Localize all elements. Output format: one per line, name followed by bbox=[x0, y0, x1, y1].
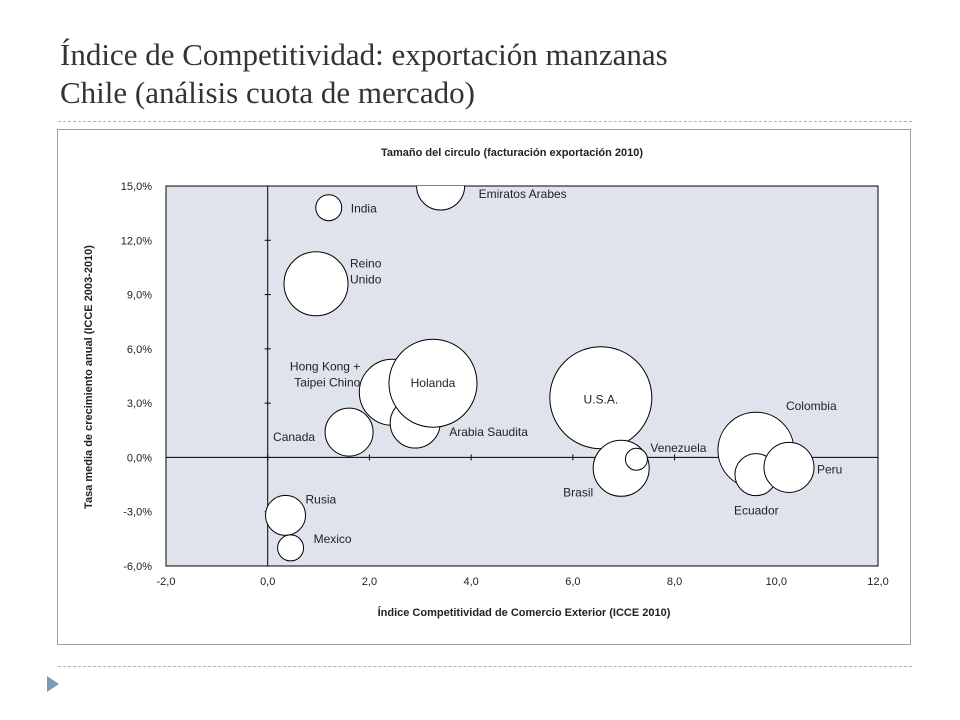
bubble-point bbox=[265, 494, 307, 536]
title-divider bbox=[58, 121, 912, 122]
bubble-label: Holanda bbox=[411, 376, 456, 390]
plot-layer: -6,0% -3,0% 0,0% 3,0% 6,0% 9,0% 12,0% 15,0% -2,0… bbox=[121, 181, 889, 588]
y-axis-title: Tasa media de crecimiento anual (ICCE 20… bbox=[83, 245, 95, 509]
bubble-label-line: Reino bbox=[350, 257, 382, 271]
y-tick-label: -3,0% bbox=[123, 507, 152, 519]
slide-title-line-1: Índice de Competitividad: exportación ma… bbox=[60, 37, 668, 72]
bubble-point bbox=[388, 338, 478, 428]
bubble-label-group: Emiratos Arabes India Reino Unido Hong Kong … bbox=[273, 187, 842, 546]
x-tick-label: 10,0 bbox=[766, 576, 787, 588]
bubble-point bbox=[324, 407, 374, 457]
bubble-group bbox=[265, 186, 815, 562]
y-tick-label: 3,0% bbox=[127, 398, 152, 410]
y-tick-label: 15,0% bbox=[121, 181, 152, 193]
y-tick-label: 9,0% bbox=[127, 290, 152, 302]
y-tick-label: 12,0% bbox=[121, 235, 152, 247]
bubble-point bbox=[283, 251, 349, 317]
bubble-point bbox=[416, 186, 466, 211]
y-tick-label: -6,0% bbox=[123, 561, 152, 573]
x-tick-label: -2,0 bbox=[157, 576, 176, 588]
bubble-label: Peru bbox=[817, 462, 842, 476]
bubble-label: Arabia Saudita bbox=[449, 425, 528, 439]
bubble-label: India bbox=[351, 202, 377, 216]
x-axis-title: Índice Competitividad de Comercio Exteri… bbox=[378, 606, 671, 619]
bubble-label: Ecuador bbox=[734, 504, 779, 518]
footer-divider bbox=[58, 666, 912, 667]
bubble-point bbox=[763, 441, 815, 493]
x-tick-label: 2,0 bbox=[362, 576, 377, 588]
x-tick-label: 6,0 bbox=[565, 576, 580, 588]
x-tick-label: 8,0 bbox=[667, 576, 682, 588]
x-tick-label: 12,0 bbox=[867, 576, 888, 588]
bubble-point bbox=[277, 534, 305, 562]
bubble-point bbox=[624, 447, 648, 471]
bullet-arrow-icon bbox=[47, 676, 59, 692]
bubble-label-line: Unido bbox=[350, 273, 382, 287]
x-tick-label: 0,0 bbox=[260, 576, 275, 588]
slide-title-line-2: Chile (análisis cuota de mercado) bbox=[60, 75, 475, 110]
bubble-label: U.S.A. bbox=[583, 393, 618, 407]
chart-subtitle: Tamaño del circulo (facturación exportac… bbox=[381, 147, 643, 159]
bubble-label: Emiratos Arabes bbox=[479, 187, 567, 201]
bubble-label: Rusia bbox=[306, 492, 337, 506]
bubble-label: Brasil bbox=[563, 485, 593, 499]
x-tick-label: 4,0 bbox=[463, 576, 478, 588]
bubble-label-line: Hong Kong + bbox=[290, 359, 360, 373]
bubble-label: Canada bbox=[273, 430, 315, 444]
bubble-label: Hong Kong + Taipei Chino bbox=[290, 359, 361, 389]
bubble-point bbox=[315, 194, 343, 222]
bubble-label: Reino Unido bbox=[350, 257, 382, 287]
y-tick-label: 6,0% bbox=[127, 344, 152, 356]
slide-title: Índice de Competitividad: exportación ma… bbox=[60, 36, 940, 112]
bubble-label: Venezuela bbox=[650, 441, 706, 455]
bubble-label: Colombia bbox=[786, 399, 837, 413]
y-tick-label: 0,0% bbox=[127, 452, 152, 464]
bubble-label-line: Taipei Chino bbox=[294, 375, 360, 389]
bubble-label: Mexico bbox=[314, 532, 352, 546]
